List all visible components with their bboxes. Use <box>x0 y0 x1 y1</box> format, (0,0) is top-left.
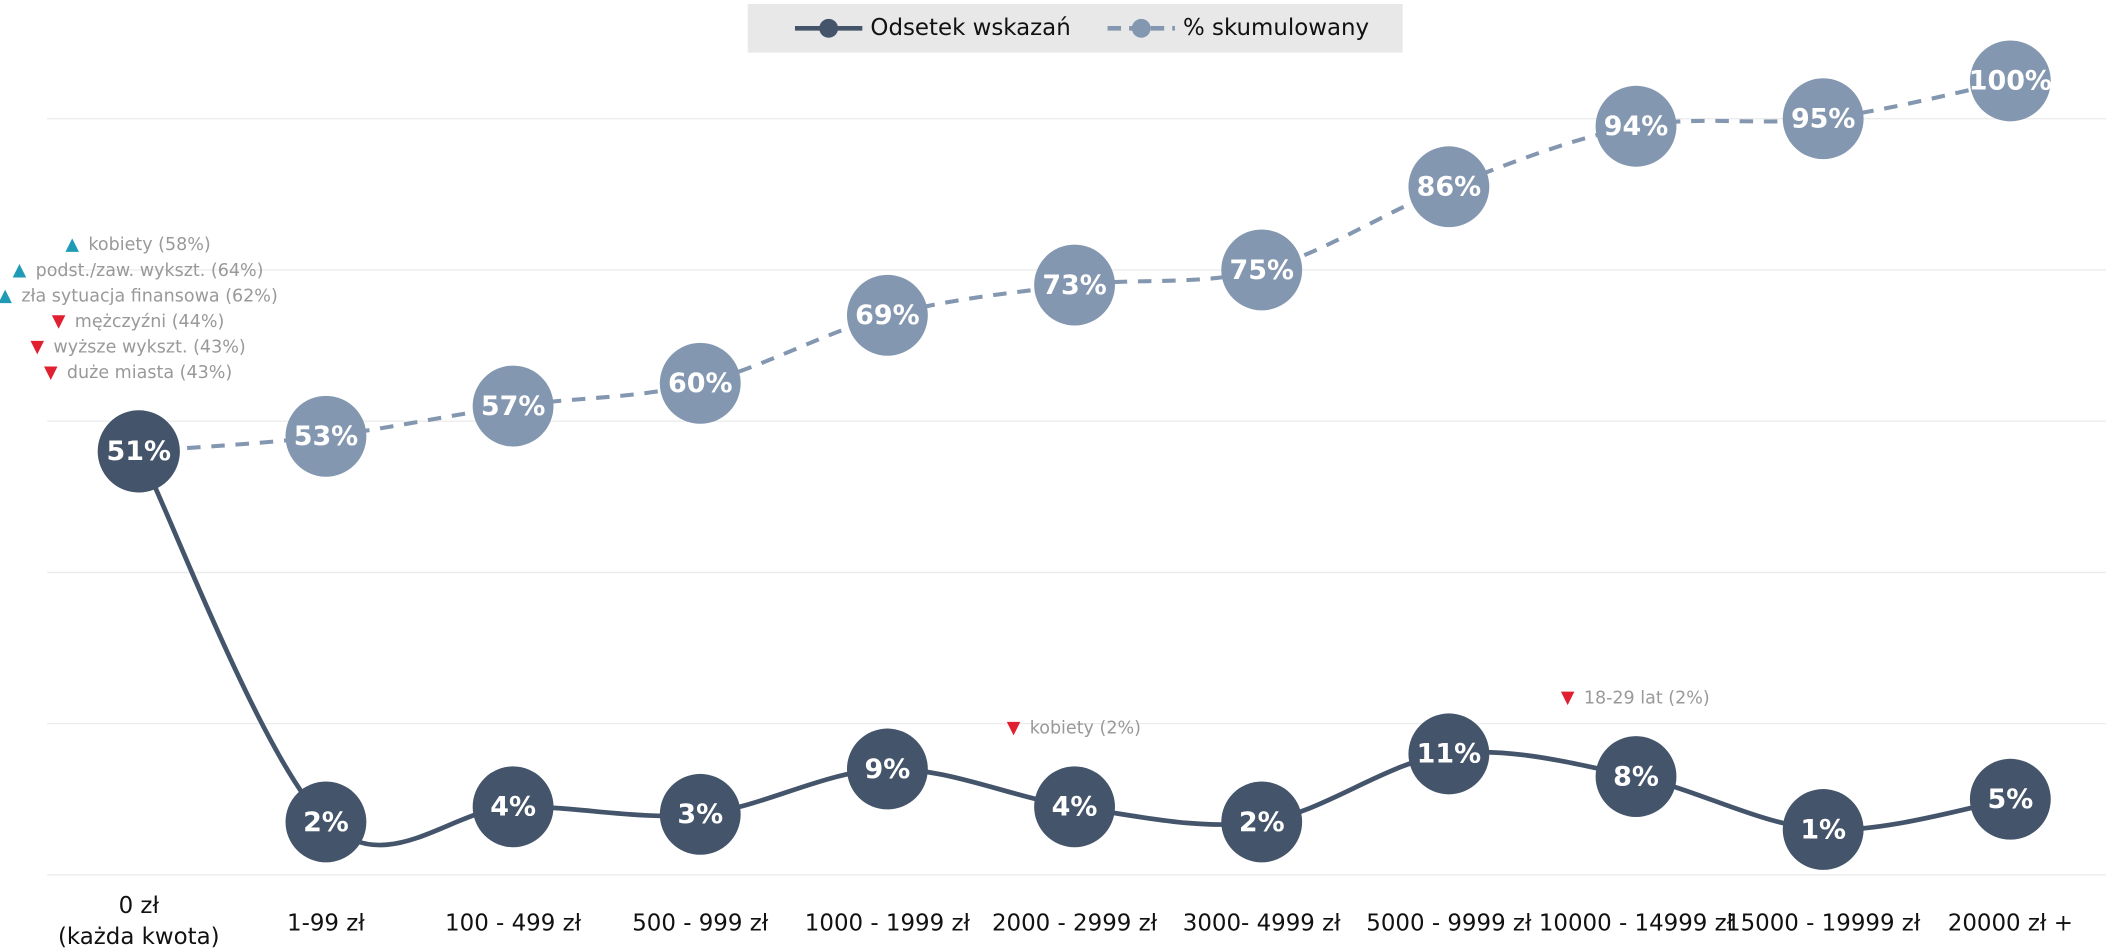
annotation: wyższe wykszt. (43%) <box>53 338 245 358</box>
data-point <box>1221 781 1303 863</box>
down-arrow <box>30 340 44 355</box>
down-arrow <box>1560 691 1575 706</box>
x-tick-label: 10000 - 14999 zł <box>1539 910 1734 936</box>
annotation: zła sytuacja finansowa (62%) <box>21 286 277 306</box>
data-point <box>659 342 741 424</box>
data-label: 9% <box>865 754 911 785</box>
legend-marker <box>819 18 839 38</box>
down-arrow <box>44 366 58 380</box>
x-tick-label: 2000 - 2999 zł <box>992 910 1158 936</box>
data-label: 4% <box>1052 792 1098 823</box>
data-point <box>659 773 741 855</box>
data-point <box>1221 229 1303 311</box>
data-point <box>472 766 554 848</box>
data-point <box>846 728 928 810</box>
data-label: 73% <box>1042 270 1106 301</box>
x-tick-label: 100 - 499 zł <box>445 910 582 936</box>
data-label: 60% <box>668 368 732 399</box>
data-label: 11% <box>1417 739 1481 770</box>
annotation: duże miasta (43%) <box>67 363 232 383</box>
annotation: kobiety (58%) <box>88 235 210 255</box>
annotation: podst./zaw. wykszt. (64%) <box>36 261 264 281</box>
data-label: 5% <box>1987 784 2033 815</box>
data-label: 94% <box>1604 111 1668 142</box>
data-point <box>1782 78 1864 160</box>
up-arrow <box>12 264 27 278</box>
x-tick-label: 0 zł (każda kwota) <box>58 892 220 949</box>
data-point <box>1408 146 1490 228</box>
up-arrow <box>65 238 79 252</box>
x-tick-label: 5000 - 9999 zł <box>1366 910 1532 936</box>
x-tick-label: 500 - 999 zł <box>632 910 769 936</box>
data-point <box>285 395 367 477</box>
down-arrow <box>1006 721 1021 736</box>
legend-marker <box>1131 18 1151 38</box>
data-label: 53% <box>294 421 358 452</box>
up-arrow <box>0 289 12 304</box>
data-point <box>1595 85 1677 167</box>
data-point <box>846 274 928 356</box>
data-point <box>98 410 180 492</box>
data-label: 2% <box>1239 807 1285 838</box>
data-label: 75% <box>1229 255 1293 286</box>
annotation: 18-29 lat (2%) <box>1584 688 1710 708</box>
x-tick-label: 1-99 zł <box>287 910 365 936</box>
data-point <box>285 781 367 863</box>
x-tick-label: 20000 zł + <box>1948 910 2073 936</box>
data-point <box>1595 736 1677 817</box>
data-label: 3% <box>677 799 723 830</box>
data-label: 100% <box>1969 66 2052 97</box>
legend-label: Odsetek wskazań <box>870 15 1070 41</box>
x-tick-label: 15000 - 19999 zł <box>1726 910 1921 936</box>
down-arrow <box>51 315 66 329</box>
data-point <box>1969 40 2051 122</box>
data-point <box>1969 758 2051 840</box>
data-label: 95% <box>1791 104 1855 135</box>
series-line <box>136 450 2011 848</box>
data-label: 8% <box>1613 761 1659 792</box>
data-label: 57% <box>481 391 545 422</box>
data-label: 4% <box>490 792 536 823</box>
data-point <box>1782 789 1864 870</box>
annotation: kobiety (2%) <box>1030 719 1141 739</box>
data-label: 51% <box>107 436 171 467</box>
legend-label: % skumulowany <box>1183 15 1369 41</box>
annotation: mężczyźni (44%) <box>75 312 225 332</box>
data-point <box>1408 713 1490 795</box>
data-label: 2% <box>303 807 349 838</box>
x-tick-label: 3000- 4999 zł <box>1183 910 1341 936</box>
data-point <box>472 365 554 447</box>
data-point <box>1034 766 1115 848</box>
data-label: 86% <box>1417 172 1481 203</box>
data-point <box>1034 244 1115 326</box>
data-label: 1% <box>1800 814 1846 845</box>
x-tick-label: 1000 - 1999 zł <box>805 910 971 936</box>
data-label: 69% <box>855 300 919 331</box>
